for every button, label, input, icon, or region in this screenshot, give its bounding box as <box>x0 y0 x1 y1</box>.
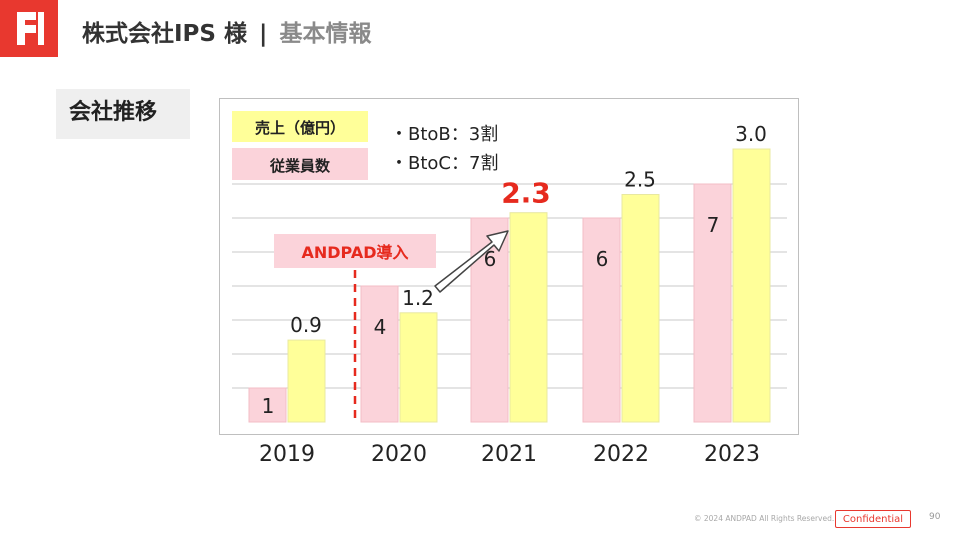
value-label-employees-2021: 6 <box>484 247 497 271</box>
bar-employees-2021 <box>470 217 509 423</box>
x-tick-label-2022: 2022 <box>593 442 649 467</box>
growth-arrow-icon <box>434 230 509 293</box>
x-tick-label-2020: 2020 <box>371 442 427 467</box>
legend-label-sales: 売上（億円） <box>255 119 345 137</box>
company-name: 株式会社IPS 様 <box>82 21 247 47</box>
value-label-employees-2020: 4 <box>374 315 387 339</box>
note-btoc: ・BtoC：7割 <box>390 153 498 174</box>
bar-employees-2022 <box>582 217 621 423</box>
x-tick-label-2021: 2021 <box>481 442 537 467</box>
page-title: 株式会社IPS 様 | 基本情報 <box>82 14 371 48</box>
page-subtitle: 基本情報 <box>279 21 372 47</box>
x-tick-label-2023: 2023 <box>704 442 760 467</box>
value-label-employees-2019: 1 <box>262 394 275 418</box>
andpad-intro-label-box <box>274 234 436 268</box>
bar-employees-2023 <box>693 183 732 423</box>
confidential-badge: Confidential <box>835 510 911 528</box>
andpad-logo-mark <box>17 12 44 45</box>
page-number: 90 <box>929 512 941 522</box>
bar-sales-2022 <box>621 194 660 423</box>
title-separator: | <box>259 21 268 47</box>
legend-label-employees: 従業員数 <box>269 157 331 175</box>
andpad-logo <box>0 0 58 57</box>
legend-swatch-employees <box>232 148 368 180</box>
bar-sales-2023 <box>732 148 771 423</box>
value-label-employees-2022: 6 <box>596 247 609 271</box>
bar-sales-2021 <box>509 212 548 423</box>
note-btob: ・BtoB：3割 <box>390 124 498 145</box>
value-label-sales-2022: 2.5 <box>624 168 656 192</box>
value-label-employees-2023: 7 <box>707 213 720 237</box>
chart-frame <box>219 98 799 435</box>
value-label-sales-2020: 1.2 <box>402 286 434 310</box>
value-label-sales-2023: 3.0 <box>735 122 767 146</box>
x-tick-label-2019: 2019 <box>259 442 315 467</box>
legend-swatch-sales <box>232 111 368 142</box>
section-label: 会社推移 <box>56 89 190 139</box>
value-label-sales-2021: 2.3 <box>501 177 551 210</box>
bar-employees-2019 <box>248 387 287 423</box>
value-label-sales-2019: 0.9 <box>290 313 322 337</box>
andpad-intro-label: ANDPAD導入 <box>302 243 409 262</box>
bar-employees-2020 <box>360 285 399 423</box>
bar-sales-2020 <box>399 312 438 423</box>
bar-sales-2019 <box>287 339 326 423</box>
copyright-text: © 2024 ANDPAD All Rights Reserved. <box>694 514 835 523</box>
